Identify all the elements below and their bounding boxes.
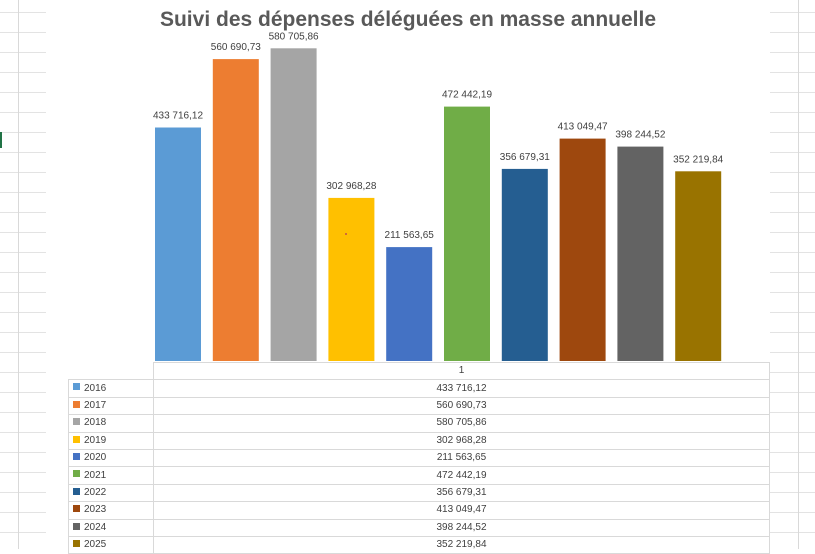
legend-key-2021: 2021 <box>68 466 154 485</box>
legend-key-2016: 2016 <box>68 379 154 398</box>
data-label-2023: 413 049,47 <box>558 122 608 133</box>
table-row: 2017 560 690,73 <box>68 396 770 416</box>
data-table: 1 2016 433 716,12 2017 560 690,73 2018 580 70… <box>68 361 770 554</box>
data-label-2019: 302 968,28 <box>326 181 376 192</box>
data-label-2025: 352 219,84 <box>673 154 723 165</box>
legend-label: 2021 <box>84 469 107 481</box>
bar-2025[interactable] <box>675 171 722 361</box>
bar-2021[interactable] <box>444 106 490 361</box>
legend-label: 2023 <box>84 504 107 516</box>
table-value-2025: 352 219,84 <box>153 535 770 554</box>
table-value-2017: 560 690,73 <box>153 396 770 416</box>
data-label-2016: 433 716,12 <box>153 111 203 122</box>
active-cell-indicator <box>0 132 2 148</box>
table-header-row: 1 <box>68 361 770 381</box>
data-label-2018: 580 705,86 <box>269 31 319 42</box>
legend-label: 2022 <box>84 486 107 498</box>
table-value-2023: 413 049,47 <box>153 501 770 520</box>
legend-label: 2025 <box>84 539 107 551</box>
legend-swatch <box>73 453 80 460</box>
legend-key-2020: 2020 <box>68 448 154 468</box>
legend-swatch <box>73 539 80 547</box>
table-value-2020: 211 563,65 <box>153 448 770 468</box>
legend-swatch <box>73 383 80 391</box>
legend-key-2024: 2024 <box>68 518 154 537</box>
data-label-2017: 560 690,73 <box>211 42 261 53</box>
legend-key-2023: 2023 <box>68 501 154 520</box>
legend-swatch <box>73 522 80 530</box>
table-value-2018: 580 705,86 <box>153 414 770 433</box>
legend-label: 2017 <box>84 399 107 411</box>
table-row: 2022 356 679,31 <box>68 483 770 503</box>
chart-title: Suivi des dépenses déléguées en masse an… <box>159 8 657 31</box>
legend-key-2017: 2017 <box>68 396 154 416</box>
table-value-2024: 398 244,52 <box>153 518 770 537</box>
table-row: 2023 413 049,47 <box>68 501 770 520</box>
table-value-2022: 356 679,31 <box>153 483 770 503</box>
legend-swatch <box>73 400 80 408</box>
column-divider <box>18 0 19 549</box>
legend-label: 2018 <box>84 417 107 429</box>
legend-swatch <box>73 418 80 426</box>
legend-swatch <box>73 435 80 443</box>
legend-key-2018: 2018 <box>68 414 154 433</box>
bar-2016[interactable] <box>155 127 201 362</box>
data-label-2020: 211 563,65 <box>385 230 435 241</box>
legend-label: 2019 <box>84 434 107 446</box>
column-divider <box>798 0 799 549</box>
legend-label: 2024 <box>84 521 107 533</box>
table-row: 2019 302 968,28 <box>68 431 770 450</box>
legend-swatch <box>73 470 80 478</box>
legend-swatch <box>73 505 80 513</box>
table-row: 2021 472 442,19 <box>68 466 770 485</box>
table-row: 2025 352 219,84 <box>68 535 770 554</box>
table-row: 2020 211 563,65 <box>68 448 770 468</box>
bar-2019[interactable] <box>328 197 375 361</box>
bar-2020[interactable] <box>386 247 433 361</box>
bar-2018[interactable] <box>270 48 317 362</box>
table-row: 2016 433 716,12 <box>68 379 770 398</box>
bar-2017[interactable] <box>212 59 259 361</box>
legend-label: 2020 <box>84 452 107 464</box>
bar-2024[interactable] <box>617 146 664 361</box>
data-label-2022: 356 679,31 <box>500 152 550 163</box>
table-value-2016: 433 716,12 <box>153 379 770 398</box>
selection-dot <box>345 233 347 235</box>
bar-plot: 433 716,12 560 690,73 580 705,86 302 968,28… <box>153 31 724 362</box>
legend-key-2025: 2025 <box>68 535 154 554</box>
table-value-2021: 472 442,19 <box>153 466 770 485</box>
table-row: 2024 398 244,52 <box>68 518 770 537</box>
table-row: 2018 580 705,86 <box>68 414 770 433</box>
legend-key-2022: 2022 <box>68 483 154 503</box>
data-label-2024: 398 244,52 <box>615 130 665 141</box>
chart-area[interactable]: Suivi des dépenses déléguées en masse an… <box>46 0 770 554</box>
bar-2022[interactable] <box>501 168 548 361</box>
table-value-2019: 302 968,28 <box>153 431 770 450</box>
table-header-category: 1 <box>153 361 770 381</box>
table-header-blank <box>68 362 154 380</box>
data-label-2021: 472 442,19 <box>442 90 492 101</box>
bar-2023[interactable] <box>559 138 606 361</box>
legend-swatch <box>73 487 80 495</box>
legend-label: 2016 <box>84 382 107 394</box>
legend-key-2019: 2019 <box>68 431 154 450</box>
